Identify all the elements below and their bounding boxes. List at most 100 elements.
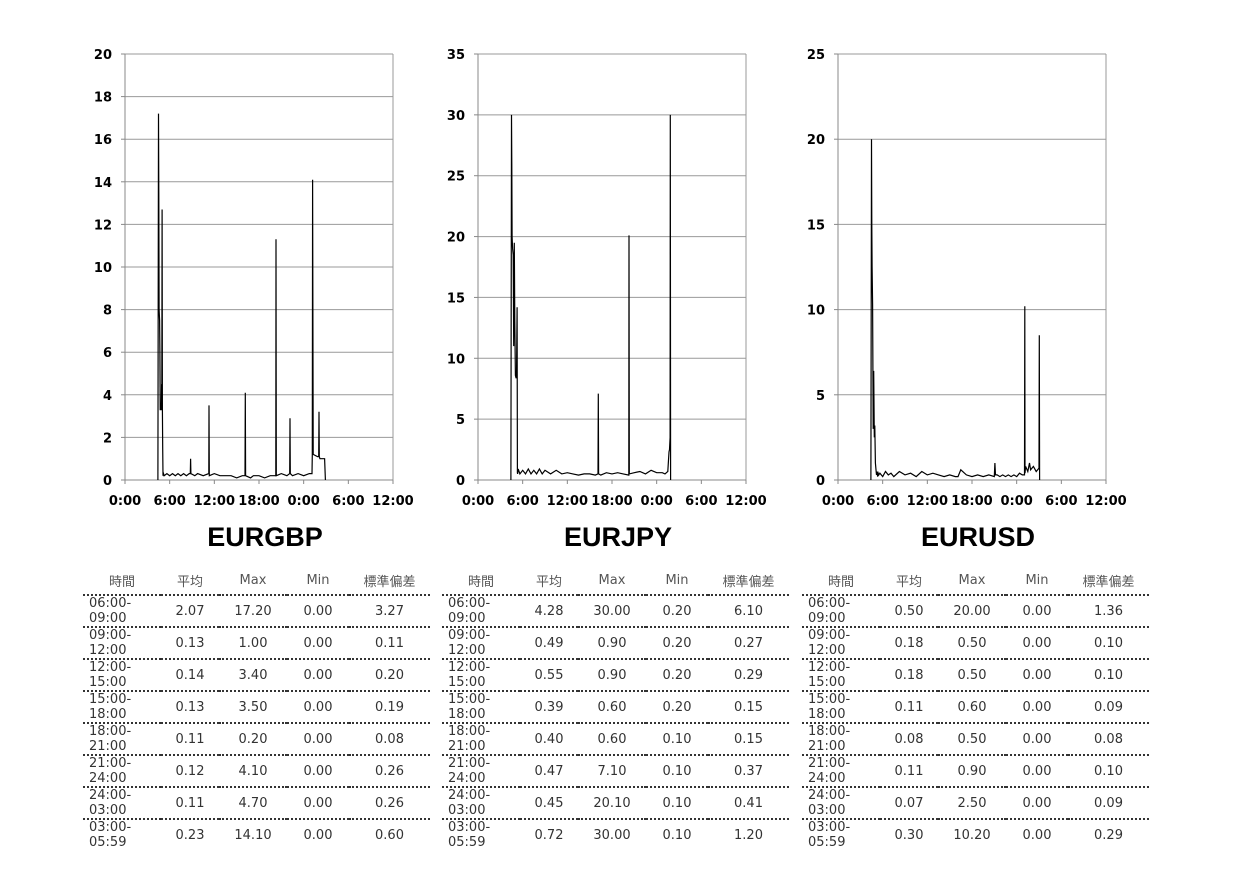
cell-max: 4.70 <box>219 786 287 819</box>
header-max: Max <box>958 572 986 588</box>
cell-stddev: 0.27 <box>708 626 789 659</box>
y-tick-label: 25 <box>447 170 465 185</box>
cell-stddev: 0.26 <box>349 786 430 819</box>
cell-stddev: 0.10 <box>1068 754 1149 787</box>
cell-average: 0.47 <box>520 754 578 787</box>
cell-average: 0.11 <box>880 754 938 787</box>
y-tick-label: 20 <box>807 133 825 148</box>
table-row: 15:00-18:00 0.39 0.60 0.20 0.15 <box>442 690 789 723</box>
cell-period: 06:00-09:00 <box>442 594 520 627</box>
header-period: 時間 <box>827 574 854 590</box>
header-average: 平均 <box>535 574 562 590</box>
cell-stddev: 0.10 <box>1068 658 1149 691</box>
y-tick-label: 18 <box>94 91 112 106</box>
panel-eurjpy: 0 5 10 15 20 25 30 35 0:00 6:00 12:00 18:00 0:00 6:00… <box>438 0 798 883</box>
cell-stddev: 1.20 <box>708 818 789 850</box>
x-tick-label: 0:00 <box>640 494 672 509</box>
x-tick-label: 18:00 <box>591 494 632 509</box>
cell-period: 15:00-18:00 <box>802 690 880 723</box>
cell-period: 09:00-12:00 <box>802 626 880 659</box>
cell-max: 0.60 <box>938 690 1006 723</box>
cell-max: 0.90 <box>938 754 1006 787</box>
x-tick-label: 6:00 <box>506 494 538 509</box>
y-tick-label: 12 <box>94 218 112 233</box>
table-row: 09:00-12:00 0.49 0.90 0.20 0.27 <box>442 626 789 659</box>
y-tick-label: 8 <box>103 304 112 319</box>
cell-min: 0.00 <box>1006 690 1068 723</box>
table-row: 06:00-09:00 4.28 30.00 0.20 6.10 <box>442 594 789 627</box>
table-row: 06:00-09:00 2.07 17.20 0.00 3.27 <box>83 594 430 627</box>
cell-average: 0.12 <box>161 754 219 787</box>
cell-stddev: 0.08 <box>349 722 430 755</box>
x-tick-label: 12:00 <box>372 494 413 509</box>
header-min: Min <box>306 572 330 588</box>
cell-period: 03:00-05:59 <box>442 818 520 850</box>
y-tick-label: 15 <box>447 291 465 306</box>
cell-period: 03:00-05:59 <box>83 818 161 850</box>
cell-max: 2.50 <box>938 786 1006 819</box>
x-tick-label: 12:00 <box>547 494 588 509</box>
y-tick-label: 10 <box>94 261 112 276</box>
cell-max: 0.90 <box>578 626 646 659</box>
cell-stddev: 0.09 <box>1068 786 1149 819</box>
table-row: 15:00-18:00 0.11 0.60 0.00 0.09 <box>802 690 1149 723</box>
y-tick-label: 4 <box>103 389 112 404</box>
cell-average: 0.11 <box>880 690 938 723</box>
x-tick-label: 0:00 <box>462 494 494 509</box>
cell-min: 0.20 <box>646 690 708 723</box>
cell-stddev: 0.19 <box>349 690 430 723</box>
cell-stddev: 0.29 <box>708 658 789 691</box>
cell-max: 20.10 <box>578 786 646 819</box>
cell-average: 0.45 <box>520 786 578 819</box>
table-row: 15:00-18:00 0.13 3.50 0.00 0.19 <box>83 690 430 723</box>
table-row: 03:00-05:59 0.30 10.20 0.00 0.29 <box>802 818 1149 850</box>
cell-average: 0.13 <box>161 690 219 723</box>
cell-period: 12:00-15:00 <box>442 658 520 691</box>
series-line <box>870 139 1041 481</box>
cell-max: 0.60 <box>578 722 646 755</box>
y-tick-label: 2 <box>103 431 112 446</box>
table-row: 09:00-12:00 0.13 1.00 0.00 0.11 <box>83 626 430 659</box>
y-tick-label: 10 <box>447 352 465 367</box>
table-row: 12:00-15:00 0.18 0.50 0.00 0.10 <box>802 658 1149 691</box>
cell-period: 21:00-24:00 <box>83 754 161 787</box>
cell-period: 18:00-21:00 <box>802 722 880 755</box>
cell-average: 0.18 <box>880 626 938 659</box>
y-tick-label: 0 <box>103 474 112 489</box>
cell-stddev: 0.29 <box>1068 818 1149 850</box>
header-stddev: 標準偏差 <box>363 574 416 590</box>
cell-min: 0.10 <box>646 754 708 787</box>
cell-average: 0.72 <box>520 818 578 850</box>
x-tick-label: 18:00 <box>951 494 992 509</box>
cell-period: 12:00-15:00 <box>802 658 880 691</box>
cell-average: 4.28 <box>520 594 578 627</box>
table-row: 18:00-21:00 0.11 0.20 0.00 0.08 <box>83 722 430 755</box>
header-max: Max <box>598 572 626 588</box>
y-tick-label: 5 <box>456 413 465 428</box>
cell-period: 15:00-18:00 <box>442 690 520 723</box>
cell-stddev: 0.08 <box>1068 722 1149 755</box>
header-average: 平均 <box>176 574 203 590</box>
cell-max: 30.00 <box>578 818 646 850</box>
table-row: 12:00-15:00 0.14 3.40 0.00 0.20 <box>83 658 430 691</box>
cell-average: 0.55 <box>520 658 578 691</box>
cell-stddev: 3.27 <box>349 594 430 627</box>
cell-average: 0.11 <box>161 786 219 819</box>
cell-min: 0.00 <box>1006 722 1068 755</box>
cell-average: 0.39 <box>520 690 578 723</box>
cell-period: 03:00-05:59 <box>802 818 880 850</box>
cell-stddev: 0.15 <box>708 722 789 755</box>
y-tick-label: 25 <box>807 48 825 63</box>
cell-stddev: 0.60 <box>349 818 430 850</box>
x-tick-label: 6:00 <box>685 494 717 509</box>
cell-stddev: 0.41 <box>708 786 789 819</box>
cell-max: 0.50 <box>938 658 1006 691</box>
y-tick-label: 15 <box>807 218 825 233</box>
panel-eurusd: 0 5 10 15 20 25 0:00 6:00 12:00 18:00 0:00 6:00 12:0… <box>798 0 1158 883</box>
cell-max: 0.90 <box>578 658 646 691</box>
cell-stddev: 1.36 <box>1068 594 1149 627</box>
series-line <box>157 113 326 481</box>
y-tick-label: 10 <box>807 304 825 319</box>
